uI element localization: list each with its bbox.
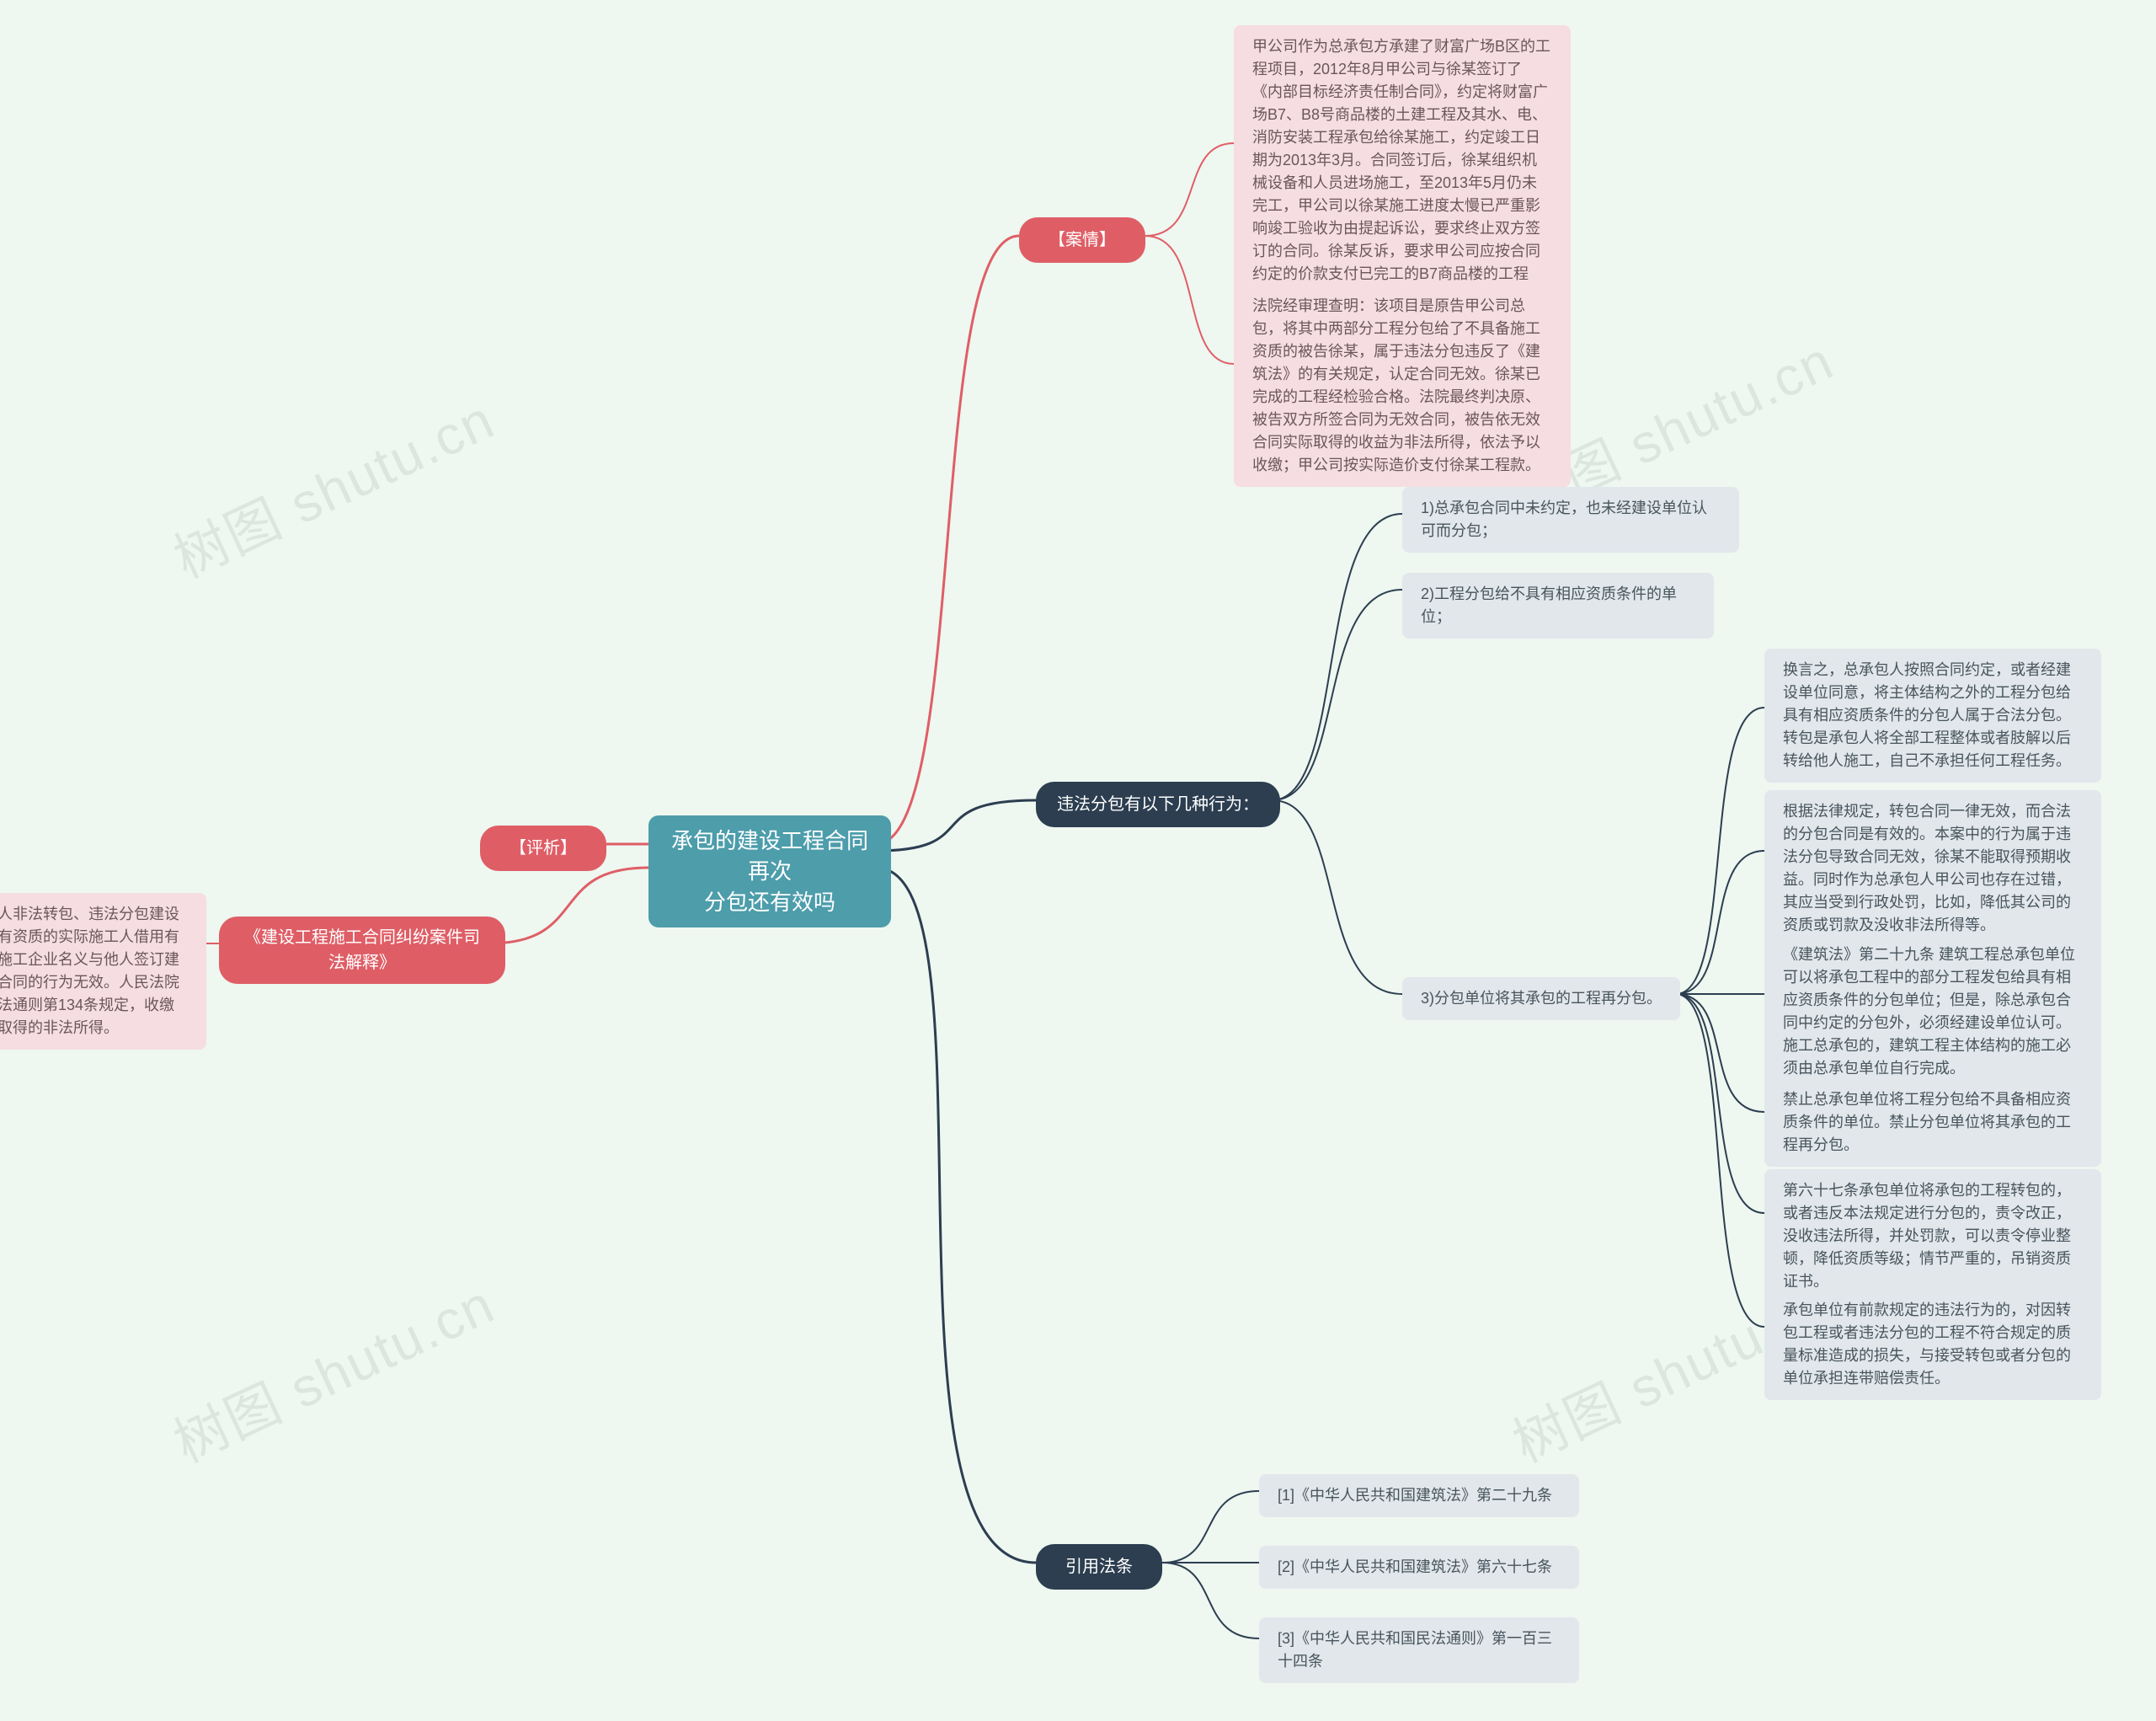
node-case[interactable]: 【案情】 <box>1019 217 1145 263</box>
leaf-case2-text: 法院经审理查明：该项目是原告甲公司总包，将其中两部分工程分包给了不具备施工资质的… <box>1252 297 1540 473</box>
leaf-v1[interactable]: 1)总承包合同中未约定，也未经建设单位认可而分包； <box>1402 487 1739 553</box>
leaf-law3[interactable]: [3]《中华人民共和国民法通则》第一百三十四条 <box>1259 1617 1579 1683</box>
leaf-v3f[interactable]: 承包单位有前款规定的违法行为的，对因转包工程或者违法分包的工程不符合规定的质量标… <box>1764 1289 2101 1400</box>
leaf-v3d[interactable]: 禁止总承包单位将工程分包给不具备相应资质条件的单位。禁止分包单位将其承包的工程再… <box>1764 1078 2101 1167</box>
node-violation[interactable]: 违法分包有以下几种行为： <box>1036 782 1280 827</box>
node-violation-label: 违法分包有以下几种行为： <box>1057 795 1259 814</box>
leaf-interpret-text: 第四条承包人非法转包、违法分包建设工程或者没有资质的实际施工人借用有资质的建筑施… <box>0 906 179 1036</box>
leaf-v2-text: 2)工程分包给不具有相应资质条件的单位； <box>1421 585 1677 625</box>
root-node[interactable]: 承包的建设工程合同再次分包还有效吗 <box>648 815 891 927</box>
leaf-v1-text: 1)总承包合同中未约定，也未经建设单位认可而分包； <box>1421 500 1707 539</box>
leaf-case2[interactable]: 法院经审理查明：该项目是原告甲公司总包，将其中两部分工程分包给了不具备施工资质的… <box>1234 285 1571 487</box>
leaf-law2[interactable]: [2]《中华人民共和国建筑法》第六十七条 <box>1259 1546 1579 1589</box>
leaf-v3c-text: 《建筑法》第二十九条 建筑工程总承包单位可以将承包工程中的部分工程发包给具有相应… <box>1783 946 2075 1077</box>
node-refs[interactable]: 引用法条 <box>1036 1544 1162 1590</box>
leaf-v3e[interactable]: 第六十七条承包单位将承包的工程转包的，或者违反本法规定进行分包的，责令改正，没收… <box>1764 1169 2101 1303</box>
node-case-label: 【案情】 <box>1049 231 1116 249</box>
node-interpret[interactable]: 《建设工程施工合同纠纷案件司法解释》 <box>219 917 505 984</box>
leaf-v3d-text: 禁止总承包单位将工程分包给不具备相应资质条件的单位。禁止分包单位将其承包的工程再… <box>1783 1091 2071 1153</box>
leaf-v3c[interactable]: 《建筑法》第二十九条 建筑工程总承包单位可以将承包工程中的部分工程发包给具有相应… <box>1764 933 2101 1090</box>
node-refs-label: 引用法条 <box>1065 1558 1133 1576</box>
leaf-v3-label-text: 3)分包单位将其承包的工程再分包。 <box>1421 990 1662 1007</box>
leaf-law2-text: [2]《中华人民共和国建筑法》第六十七条 <box>1278 1558 1552 1575</box>
leaf-law1-text: [1]《中华人民共和国建筑法》第二十九条 <box>1278 1487 1552 1504</box>
leaf-v2[interactable]: 2)工程分包给不具有相应资质条件的单位； <box>1402 573 1714 639</box>
leaf-v3-label[interactable]: 3)分包单位将其承包的工程再分包。 <box>1402 977 1680 1020</box>
node-interpret-label: 《建设工程施工合同纠纷案件司法解释》 <box>244 928 480 972</box>
leaf-v3a-text: 换言之，总承包人按照合同约定，或者经建设单位同意，将主体结构之外的工程分包给具有… <box>1783 661 2071 769</box>
root-label: 承包的建设工程合同再次分包还有效吗 <box>671 828 868 915</box>
node-analysis[interactable]: 【评析】 <box>480 826 606 871</box>
leaf-law3-text: [3]《中华人民共和国民法通则》第一百三十四条 <box>1278 1630 1552 1670</box>
node-analysis-label: 【评析】 <box>510 839 577 858</box>
leaf-interpret[interactable]: 第四条承包人非法转包、违法分包建设工程或者没有资质的实际施工人借用有资质的建筑施… <box>0 893 206 1050</box>
leaf-law1[interactable]: [1]《中华人民共和国建筑法》第二十九条 <box>1259 1474 1579 1517</box>
leaf-v3e-text: 第六十七条承包单位将承包的工程转包的，或者违反本法规定进行分包的，责令改正，没收… <box>1783 1182 2071 1290</box>
canvas: 树图 shutu.cn 树图 shutu.cn 树图 shutu.cn 树图 s… <box>0 0 2156 1721</box>
leaf-v3b[interactable]: 根据法律规定，转包合同一律无效，而合法的分包合同是有效的。本案中的行为属于违法分… <box>1764 790 2101 947</box>
leaf-case1[interactable]: 甲公司作为总承包方承建了财富广场B区的工程项目，2012年8月甲公司与徐某签订了… <box>1234 25 1571 318</box>
leaf-case1-text: 甲公司作为总承包方承建了财富广场B区的工程项目，2012年8月甲公司与徐某签订了… <box>1252 38 1550 305</box>
leaf-v3a[interactable]: 换言之，总承包人按照合同约定，或者经建设单位同意，将主体结构之外的工程分包给具有… <box>1764 649 2101 783</box>
leaf-v3f-text: 承包单位有前款规定的违法行为的，对因转包工程或者违法分包的工程不符合规定的质量标… <box>1783 1301 2071 1387</box>
leaf-v3b-text: 根据法律规定，转包合同一律无效，而合法的分包合同是有效的。本案中的行为属于违法分… <box>1783 803 2071 933</box>
